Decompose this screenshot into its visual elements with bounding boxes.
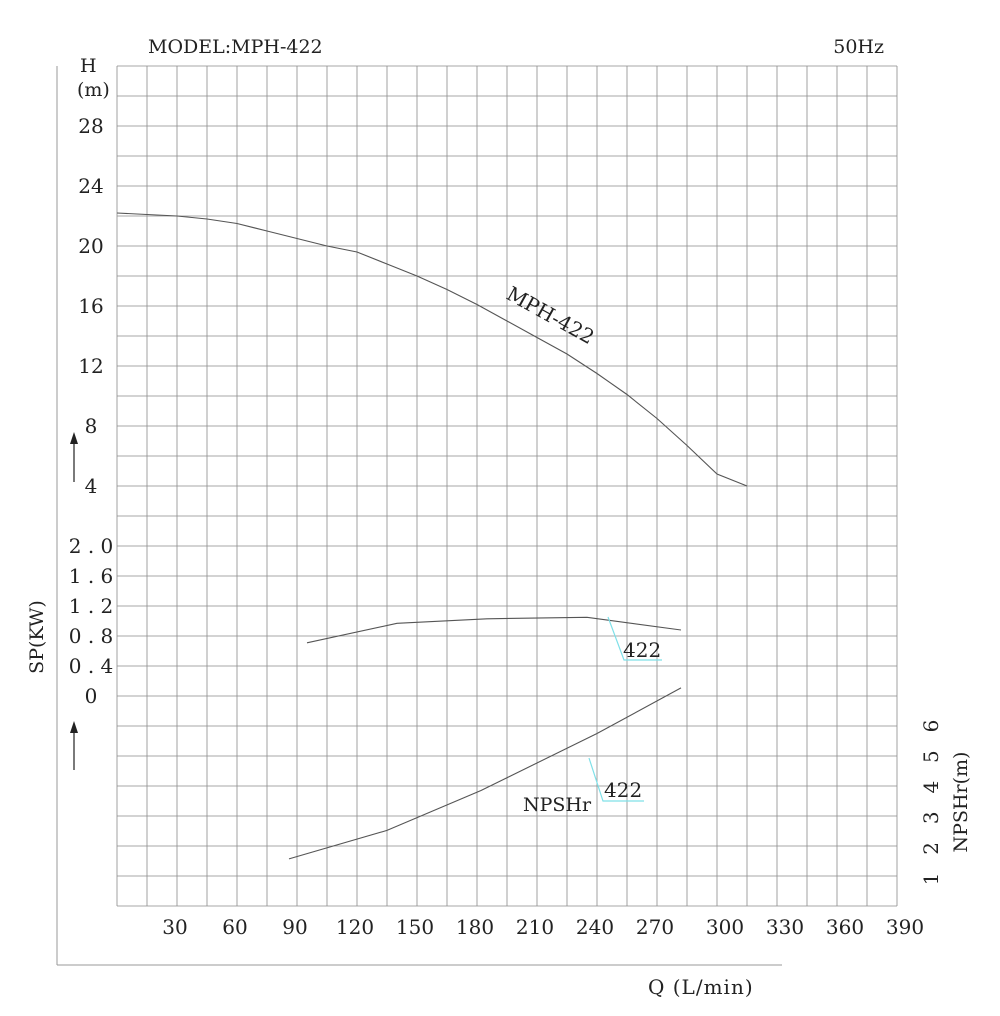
x-tick-label: 270 <box>636 915 674 939</box>
npshr-tick-label: 4 <box>919 781 943 794</box>
head-tick-label: 20 <box>78 234 103 258</box>
head-curve <box>116 212 748 487</box>
head-tick-label: 28 <box>78 114 103 138</box>
power-tick-label: 0 . 8 <box>69 624 114 648</box>
x-tick-label: 330 <box>766 915 804 939</box>
power-tick-label: 0 <box>85 684 98 708</box>
npshr-tick-label: 6 <box>919 720 943 733</box>
power-tick-label: 2 . 0 <box>69 534 114 558</box>
power-label-leader <box>607 616 662 661</box>
x-tick-label: 30 <box>162 915 187 939</box>
chart-grid <box>116 65 898 907</box>
x-tick-label: 90 <box>282 915 307 939</box>
power-axis-title: SP(KW) <box>26 600 48 674</box>
power-tick-label: 0 . 4 <box>69 654 114 678</box>
x-tick-label: 300 <box>706 915 744 939</box>
npshr-name-label: NPSHr <box>523 794 592 816</box>
head-curve-label: MPH-422 <box>503 281 599 349</box>
power-curve <box>306 616 682 644</box>
x-tick-label: 150 <box>396 915 434 939</box>
npshr-curve-label: 422 <box>604 778 642 802</box>
x-tick-label: 180 <box>456 915 494 939</box>
npshr-axis-title: NPSHr(m) <box>950 752 972 853</box>
x-tick-label: 60 <box>222 915 247 939</box>
x-axis-title: Q (L/min) <box>648 975 754 999</box>
npshr-axis-arrow-icon <box>70 721 78 770</box>
head-tick-label: 24 <box>78 174 103 198</box>
npshr-curve <box>288 687 682 860</box>
head-tick-label: 8 <box>85 414 98 438</box>
power-tick-label: 1 . 6 <box>69 564 114 588</box>
model-title: MODEL:MPH-422 <box>148 36 323 58</box>
x-tick-label: 390 <box>886 915 924 939</box>
npshr-tick-label: 1 <box>919 873 943 886</box>
head-axis-unit: (m) <box>77 79 110 101</box>
head-tick-label: 4 <box>85 474 98 498</box>
x-tick-label: 210 <box>516 915 554 939</box>
head-tick-label: 16 <box>78 294 103 318</box>
npshr-tick-label: 2 <box>919 842 943 855</box>
head-axis-arrow-icon <box>70 432 78 482</box>
npshr-tick-label: 5 <box>919 750 943 763</box>
x-tick-label: 360 <box>826 915 864 939</box>
npshr-label-leader <box>588 757 644 802</box>
x-tick-label: 120 <box>336 915 374 939</box>
performance-curves <box>116 212 748 860</box>
power-curve-label: 422 <box>623 638 661 662</box>
npshr-tick-label: 3 <box>919 811 943 824</box>
head-tick-label: 12 <box>78 354 103 378</box>
power-tick-label: 1 . 2 <box>69 594 114 618</box>
x-tick-label: 240 <box>576 915 614 939</box>
frequency-label: 50Hz <box>833 36 884 58</box>
tick-labels: 30 60 90 120 150 180 210 240 270 300 330 360 3904812… <box>69 114 943 939</box>
head-axis-title: H <box>80 55 97 77</box>
